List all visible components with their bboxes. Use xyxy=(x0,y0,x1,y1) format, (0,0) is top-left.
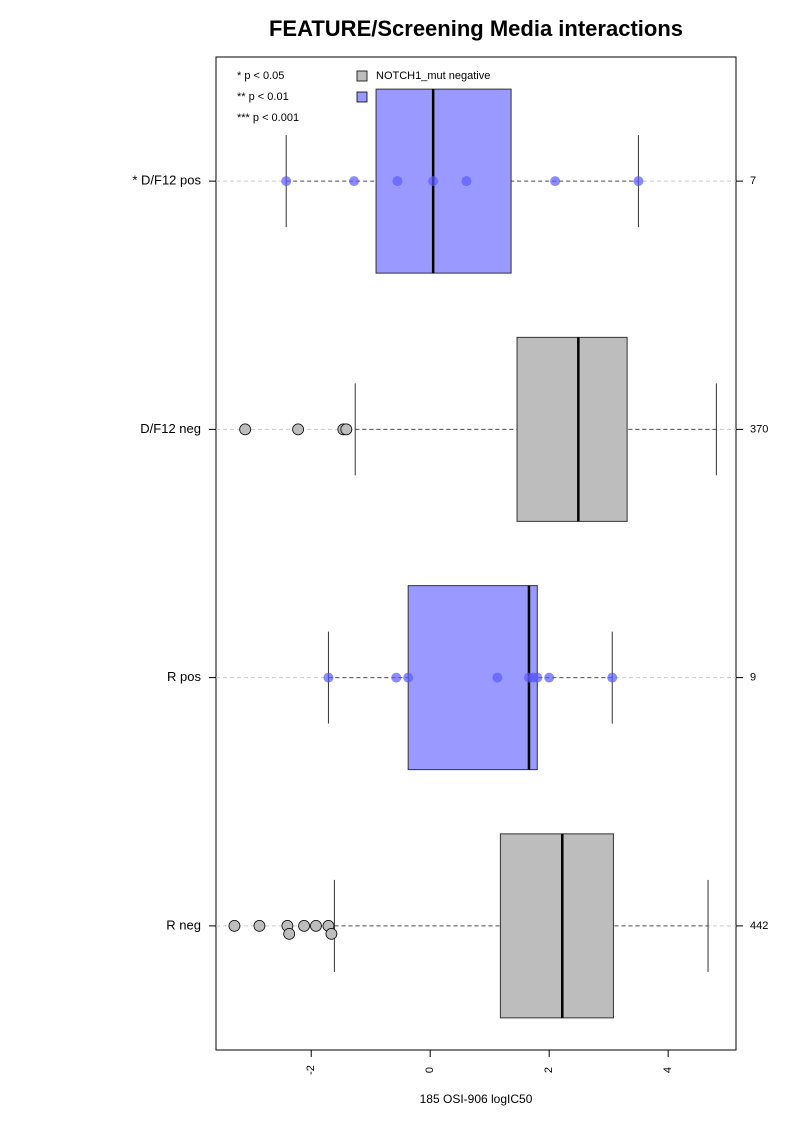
data-point xyxy=(298,919,310,932)
data-point xyxy=(532,672,543,683)
chart-title: FEATURE/Screening Media interactions xyxy=(269,16,683,41)
legend-swatch xyxy=(356,70,368,82)
count-label: 9 xyxy=(750,672,756,684)
count-label: 7 xyxy=(750,175,756,187)
data-point xyxy=(292,423,305,436)
legend-swatch xyxy=(356,91,368,103)
legend-note: * p < 0.05 xyxy=(237,70,284,82)
x-tick-label: 0 xyxy=(424,1067,436,1073)
data-point xyxy=(492,672,503,683)
data-point xyxy=(403,672,414,683)
legend-note: *** p < 0.001 xyxy=(237,112,299,124)
data-point xyxy=(391,672,402,683)
data-point xyxy=(544,672,555,683)
count-label: 442 xyxy=(750,920,768,932)
data-point xyxy=(281,176,292,187)
data-point xyxy=(607,672,618,683)
data-point xyxy=(550,176,561,187)
x-tick-label: -2 xyxy=(305,1065,317,1075)
data-point xyxy=(253,919,266,932)
data-point xyxy=(310,919,322,932)
box xyxy=(407,585,538,771)
data-point xyxy=(283,927,296,940)
x-tick-label: 2 xyxy=(543,1067,555,1073)
data-point xyxy=(340,423,353,436)
count-label: 370 xyxy=(750,423,768,435)
y-tick-label: R pos xyxy=(167,669,201,684)
data-point xyxy=(392,176,403,187)
data-point xyxy=(461,176,472,187)
legend-label: NOTCH1_mut negative xyxy=(376,70,490,82)
x-tick-label: 4 xyxy=(662,1067,674,1073)
data-point xyxy=(239,423,252,436)
data-point xyxy=(633,176,644,187)
legend-note: ** p < 0.01 xyxy=(237,91,289,103)
box xyxy=(499,833,614,1019)
box xyxy=(516,336,628,522)
data-point xyxy=(228,919,241,932)
data-point xyxy=(323,672,334,683)
plot-frame xyxy=(215,56,737,1051)
y-tick-label: * D/F12 pos xyxy=(132,173,201,188)
data-point xyxy=(428,176,439,187)
data-point xyxy=(349,176,360,187)
y-tick-label: R neg xyxy=(166,917,201,932)
data-point xyxy=(325,927,338,940)
x-axis-label: 185 OSI-906 logIC50 xyxy=(420,1092,533,1106)
y-tick-label: D/F12 neg xyxy=(140,421,201,436)
